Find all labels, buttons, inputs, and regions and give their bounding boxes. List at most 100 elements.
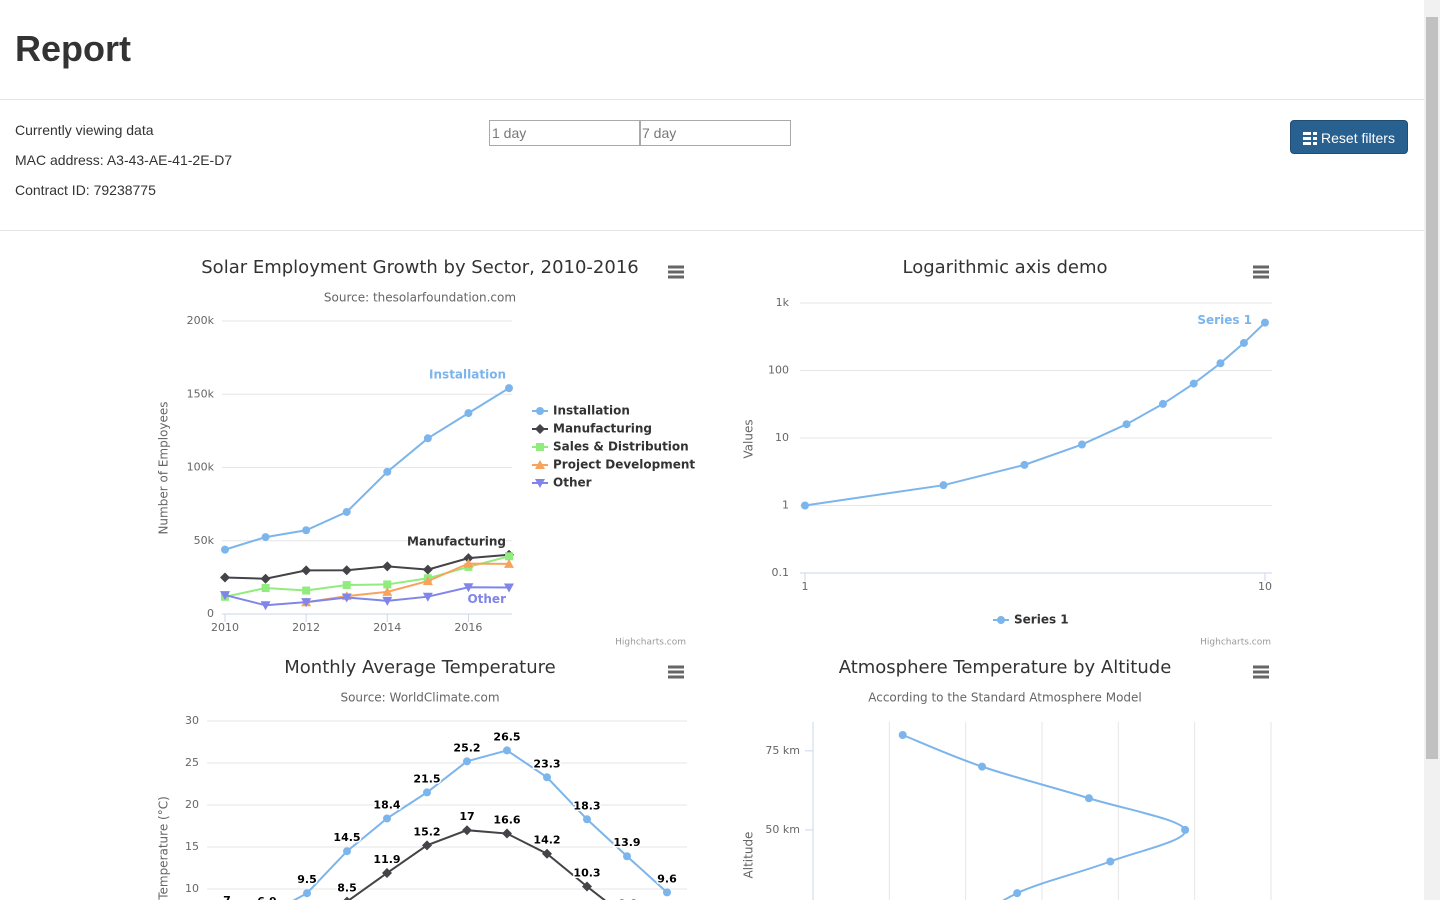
menu-button[interactable]	[668, 665, 684, 679]
marker	[383, 467, 392, 476]
series-line	[347, 829, 607, 900]
menu-bar	[1253, 670, 1269, 674]
menu-bar	[668, 665, 684, 669]
marker	[1181, 825, 1190, 834]
data-label: 18.3	[573, 799, 600, 812]
series-line	[224, 586, 510, 607]
x-tick-label: 50 km	[765, 823, 800, 836]
marker	[505, 384, 513, 393]
marker	[302, 586, 311, 595]
legend-label: Other	[553, 476, 592, 490]
marker	[383, 580, 392, 589]
marker	[536, 443, 544, 451]
chart-title: Logarithmic axis demo	[902, 257, 1107, 278]
chart-subtitle: Source: thesolarfoundation.com	[324, 291, 516, 305]
legend-label: Manufacturing	[553, 422, 652, 436]
marker	[463, 757, 471, 766]
marker	[341, 593, 352, 603]
filter-icon	[1303, 132, 1318, 145]
marker	[422, 840, 432, 851]
data-label: 6.9	[257, 895, 277, 900]
marker	[663, 888, 671, 897]
marker	[302, 526, 311, 535]
marker	[261, 533, 270, 542]
marker	[997, 616, 1005, 624]
y-tick-label: 15	[185, 840, 199, 853]
x-tick-label: 2010	[211, 621, 239, 634]
y-tick-label: 10	[775, 431, 789, 444]
date-to-input[interactable]: 7 day	[639, 120, 791, 146]
menu-bar	[668, 675, 684, 679]
data-label: 6.6	[617, 898, 637, 900]
marker	[1158, 399, 1167, 408]
divider	[0, 99, 1424, 100]
data-label: 14.2	[533, 834, 560, 847]
menu-button[interactable]	[1253, 265, 1269, 279]
info-line: MAC address: A3-43-AE-41-2E-D7	[15, 152, 233, 168]
marker	[301, 598, 312, 608]
menu-button[interactable]	[1253, 665, 1269, 679]
marker	[422, 564, 433, 575]
y-tick-label: 0.1	[772, 566, 790, 579]
data-label: 23.3	[533, 757, 560, 770]
marker	[342, 581, 351, 590]
data-label: 9.6	[657, 872, 677, 885]
marker	[1189, 379, 1198, 388]
data-label: 15.2	[413, 825, 440, 838]
y-tick-label: 1k	[776, 296, 790, 309]
scrollbar-thumb[interactable]	[1426, 17, 1438, 759]
marker	[939, 481, 948, 490]
date-from-input[interactable]: 1 day	[489, 120, 641, 146]
series-line	[224, 387, 510, 551]
legend-label: Project Development	[553, 458, 695, 472]
marker	[260, 573, 271, 584]
marker	[343, 847, 351, 856]
x-tick-label: 2012	[292, 621, 320, 634]
marker	[502, 828, 512, 839]
data-label: 14.5	[333, 831, 360, 844]
chart-title: Solar Employment Growth by Sector, 2010-…	[201, 257, 638, 278]
marker	[382, 868, 392, 879]
marker	[1261, 318, 1269, 327]
menu-button[interactable]	[668, 265, 684, 279]
menu-bar	[668, 670, 684, 674]
y-tick-label: 30	[185, 714, 199, 727]
marker	[583, 815, 591, 824]
marker	[582, 881, 592, 892]
marker	[535, 460, 545, 469]
marker	[463, 553, 474, 564]
menu-bar	[1253, 270, 1269, 274]
reset-button[interactable]: Reset filters	[1290, 120, 1408, 154]
marker	[1084, 794, 1093, 803]
menu-bar	[1253, 275, 1269, 279]
y-tick-label: 200k	[187, 314, 215, 327]
chart-title: Atmosphere Temperature by Altitude	[839, 657, 1172, 678]
y-tick-label: 0	[207, 607, 214, 620]
data-label: 18.4	[373, 798, 400, 811]
axis-title: Temperature (°C)	[157, 796, 171, 900]
marker	[898, 731, 907, 739]
y-tick-label: 20	[185, 798, 199, 811]
marker	[423, 788, 431, 797]
marker	[535, 424, 545, 434]
marker	[503, 746, 511, 755]
info-line: Contract ID: 79238775	[15, 182, 156, 198]
marker	[536, 407, 544, 415]
y-tick-label: 10	[185, 882, 199, 895]
data-label: 7	[223, 894, 231, 900]
marker	[463, 583, 474, 593]
marker	[422, 592, 433, 602]
menu-bar	[668, 270, 684, 274]
marker	[978, 762, 987, 771]
marker	[542, 848, 552, 859]
menu-bar	[668, 265, 684, 269]
marker	[260, 601, 271, 611]
x-tick-label: 75 km	[765, 744, 800, 757]
marker	[383, 814, 391, 823]
marker	[543, 773, 551, 782]
marker	[1216, 359, 1225, 368]
series-line	[224, 555, 510, 598]
menu-bar	[668, 275, 684, 279]
